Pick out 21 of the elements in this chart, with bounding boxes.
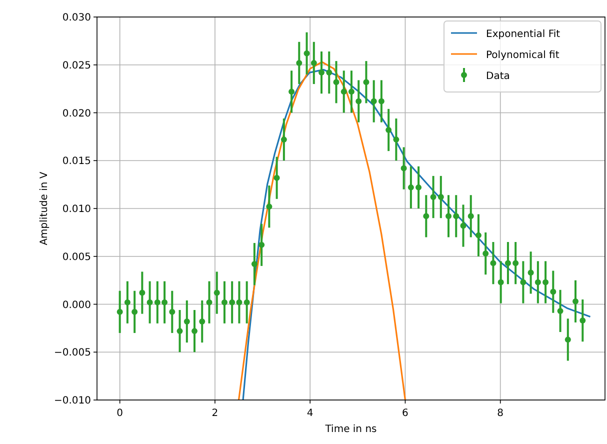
y-tick-label: 0.000 — [62, 300, 91, 311]
x-tick-label: 2 — [212, 408, 218, 419]
y-tick-label: 0.005 — [62, 252, 91, 263]
x-tick-label: 0 — [116, 408, 124, 419]
x-tick-label: 8 — [497, 408, 504, 419]
y-tick-label: 0.030 — [62, 12, 91, 24]
legend-label: Data — [486, 71, 510, 82]
y-tick-label: −0.005 — [54, 348, 91, 359]
x-tick-label: 4 — [306, 408, 314, 419]
legend-label: Polynomical fit — [486, 50, 560, 61]
y-tick-label: −0.010 — [54, 396, 91, 406]
y-tick-label: 0.010 — [62, 204, 91, 215]
y-tick-label: 0.025 — [62, 60, 91, 72]
x-tick-label: 6 — [402, 408, 408, 419]
y-axis-title: Amplitude in V — [39, 172, 50, 246]
x-axis-title: Time in ns — [324, 424, 377, 435]
y-tick-label: 0.020 — [62, 108, 91, 120]
y-tick-label: 0.015 — [62, 156, 91, 168]
line-series — [238, 61, 406, 400]
line-series — [242, 68, 592, 400]
legend-label: Exponential Fit — [486, 29, 560, 40]
